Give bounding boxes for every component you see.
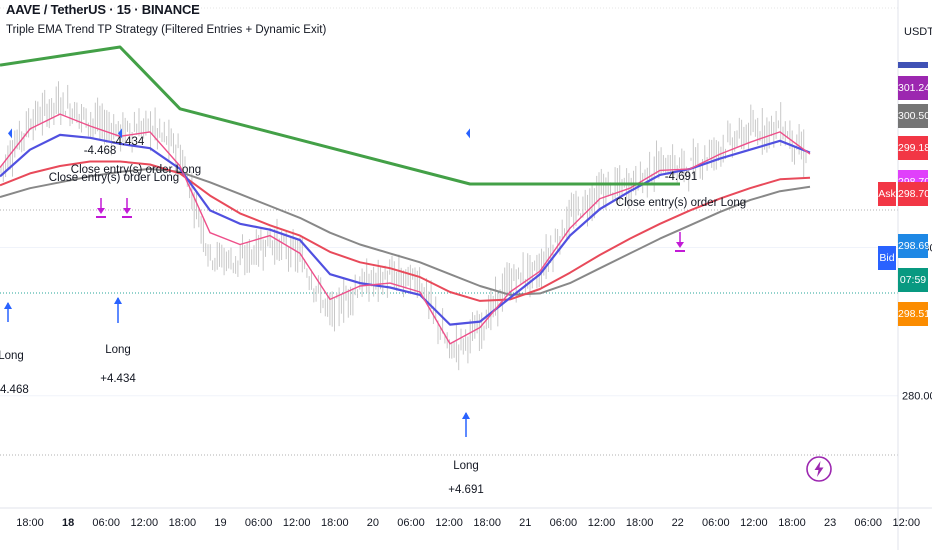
ema-long-line: [0, 167, 811, 296]
ask-tag: Ask: [878, 182, 896, 206]
time-tick-label: 18:00: [321, 517, 349, 529]
entry-pnl: +4.468: [0, 384, 29, 396]
time-tick-label: 12:00: [588, 517, 616, 529]
price-label: 07:59: [898, 268, 928, 292]
ask-price: 298.70: [898, 182, 930, 206]
entry-marker-1: Long +4.434: [100, 128, 136, 385]
time-tick-label: 18:00: [778, 517, 806, 529]
time-tick-label: 21: [519, 517, 531, 529]
price-label: 301.24: [898, 76, 930, 100]
entry-arrow-head: [462, 412, 470, 419]
time-tick-label: 12:00: [283, 517, 311, 529]
symbol-title[interactable]: AAVE / TetherUS · 15 · BINANCE: [6, 2, 200, 17]
entry-pnl: +4.691: [448, 484, 484, 496]
time-tick-label: 18:00: [169, 517, 197, 529]
time-tick-label: 12:00: [435, 517, 463, 529]
price-label: 299.18: [898, 136, 930, 160]
exit-label: Close entry(s) order Long: [49, 172, 179, 184]
equity-line: [0, 45, 680, 186]
entry-arrow-head: [4, 302, 12, 309]
ema-fast-line: [0, 113, 811, 345]
entry-arrow-head: [114, 297, 122, 304]
entry-marker-2: Long +4.691: [448, 128, 484, 496]
trade-markers: Long +4.468 Long +4.434 Long +4.691 -4.468 Clos…: [0, 128, 746, 496]
exit-label: Close entry(s) order Long: [71, 164, 201, 176]
exit-pnl: -4.691: [665, 171, 698, 183]
price-label: 298.69: [898, 234, 930, 258]
entry-label: Long: [0, 350, 24, 362]
exit-arrow-head: [123, 208, 131, 214]
ema-lines: [0, 113, 811, 345]
time-tick-label: 19: [214, 517, 226, 529]
time-tick-label: 18:00: [16, 517, 44, 529]
entry-marker-0: Long +4.468: [0, 128, 29, 396]
exit-pnl: -4.434: [112, 136, 145, 148]
time-tick-label: 06:00: [702, 517, 730, 529]
price-label: 298.51: [898, 302, 930, 326]
exit-arrow-head: [676, 242, 684, 248]
time-tick-label: 20: [367, 517, 379, 529]
currency-label[interactable]: USDT: [904, 26, 932, 38]
time-tick-label: 06:00: [550, 517, 578, 529]
ema-mid-line: [0, 133, 811, 326]
equity-path: [0, 45, 680, 186]
strategy-name[interactable]: Triple EMA Trend TP Strategy (Filtered E…: [6, 24, 327, 36]
entry-flag: [118, 128, 122, 139]
exit-pnl: -4.468: [84, 145, 117, 157]
candles: [0, 81, 807, 371]
time-tick-label: 22: [672, 517, 684, 529]
price-label: 300.50: [898, 104, 930, 128]
entry-pnl: +4.434: [100, 373, 136, 385]
time-tick-label: 18:00: [473, 517, 501, 529]
exit-marker-3: -4.468 Close entry(s) order Long: [49, 145, 179, 218]
time-tick-label: 06:00: [92, 517, 120, 529]
lightning-icon[interactable]: [804, 454, 834, 484]
bid-tag: Bid: [878, 246, 896, 270]
time-tick-label: 12:00: [131, 517, 159, 529]
time-tick-label: 23: [824, 517, 836, 529]
time-tick-label: 06:00: [397, 517, 425, 529]
entry-label: Long: [453, 460, 479, 472]
time-tick-label: 18:00: [626, 517, 654, 529]
entry-flag: [466, 128, 470, 139]
entry-flag: [8, 128, 12, 139]
time-tick-label: 12:00: [893, 517, 921, 529]
time-tick-label: 06:00: [245, 517, 273, 529]
entry-label: Long: [105, 344, 131, 356]
time-tick-label: 12:00: [740, 517, 768, 529]
ema-slow-line: [0, 160, 811, 302]
time-tick-label: 18: [62, 517, 74, 529]
exit-label: Close entry(s) order Long: [616, 197, 746, 209]
exit-arrow-head: [97, 208, 105, 214]
exit-marker-5: -4.691 Close entry(s) order Long: [616, 171, 746, 252]
clipped-price-label: [898, 62, 928, 68]
exit-marker-4: -4.434 Close entry(s) order Long: [71, 136, 201, 218]
time-axis[interactable]: 18:00 18 06:00 12:00 18:00 19 06:00 12:00 18:00 2…: [16, 517, 920, 529]
time-tick-label: 06:00: [854, 517, 882, 529]
price-tick-label: 280.00: [902, 391, 932, 403]
